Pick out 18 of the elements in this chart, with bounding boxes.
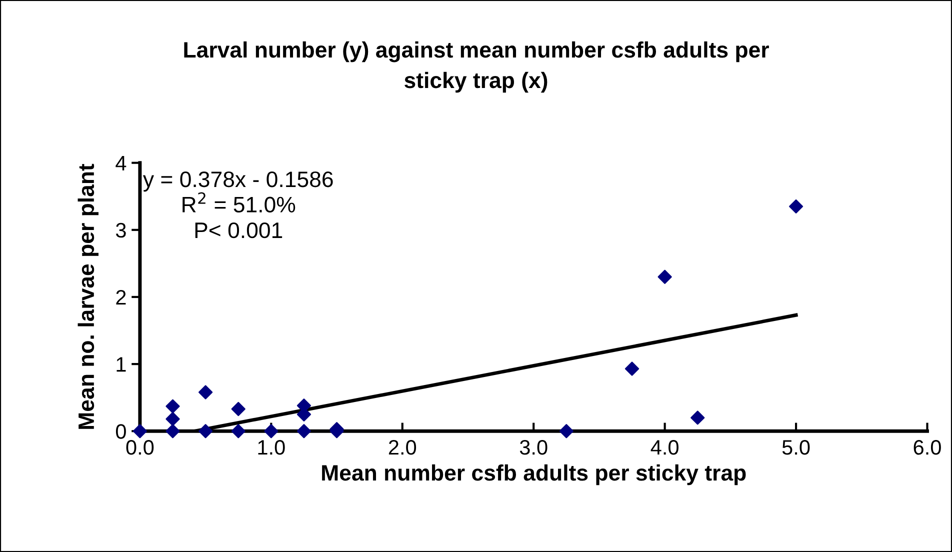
x-tick-label: 6.0	[914, 440, 941, 455]
annotation: R$^{2}$ = 51.0%	[182, 192, 296, 213]
y-tick-label: 4	[116, 156, 126, 170]
x-axis-title: Mean number csfb adults per sticky trap	[322, 464, 746, 486]
x-tick-label: 1.0	[258, 440, 285, 455]
x-tick-label: 0.0	[126, 440, 154, 455]
y-tick-label: 2	[116, 290, 126, 305]
y-tick-label: 3	[116, 222, 126, 238]
x-tick-label: 4.0	[650, 440, 678, 455]
x-tick-label: 5.0	[782, 440, 810, 455]
x-tick-label: 3.0	[520, 440, 548, 455]
annotation: y = 0.378x - 0.1586	[142, 171, 333, 192]
y-axis-title: Mean no. larvae per plant	[78, 164, 98, 429]
y-tick-label: 1	[116, 357, 126, 372]
y-tick-label: 0	[116, 424, 126, 439]
annotation: P< 0.001	[195, 222, 282, 238]
x-tick-label: 2.0	[388, 440, 416, 455]
chart-title: Larval number (y) against mean number csfb adults per sticky trap (x)	[184, 41, 769, 93]
